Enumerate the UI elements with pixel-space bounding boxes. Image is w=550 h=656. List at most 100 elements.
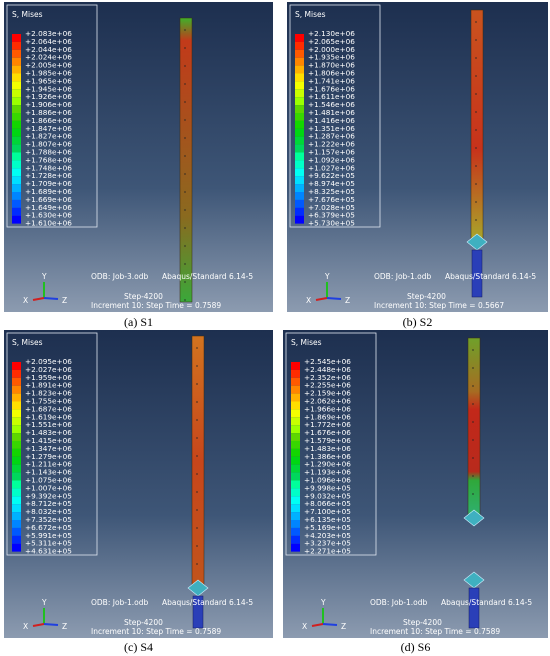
legend-label: +1.649e+06	[25, 203, 72, 212]
legend-band	[291, 472, 300, 481]
legend-label: +1.869e+06	[304, 412, 351, 421]
step: Step-4200	[407, 292, 446, 301]
legend-label: +1.386e+06	[304, 452, 351, 461]
legend-label: +7.100e+05	[304, 507, 351, 516]
legend-label: +2.255e+06	[304, 381, 351, 390]
triad-z	[43, 297, 59, 300]
legend-band	[12, 401, 21, 410]
step: Step-4200	[403, 618, 442, 627]
legend-label: +1.007e+06	[25, 483, 72, 492]
legend-label: +8.032e+05	[25, 507, 72, 516]
legend-label: +1.546e+06	[308, 100, 355, 109]
legend-band	[295, 144, 304, 153]
legend-band	[12, 128, 21, 137]
legend-band	[295, 176, 304, 185]
triad-x	[32, 623, 45, 627]
legend-label: +1.891e+06	[25, 381, 72, 390]
legend-label: +1.823e+06	[25, 389, 72, 398]
legend-label: +2.271e+05	[304, 547, 351, 556]
legend-band	[291, 527, 300, 536]
triad-label: X	[306, 296, 311, 305]
legend-band	[295, 160, 304, 169]
legend-label: +1.222e+06	[308, 140, 355, 149]
legend-label: +1.985e+06	[25, 69, 72, 78]
legend-band	[295, 41, 304, 50]
legend-label: +1.287e+06	[308, 132, 355, 141]
legend-label: +1.926e+06	[25, 92, 72, 101]
legend-band	[12, 152, 21, 161]
legend-band	[12, 73, 21, 82]
caption: (d) S6	[401, 640, 431, 654]
legend-band	[12, 456, 21, 465]
legend-band	[291, 456, 300, 465]
legend-title: S, Mises	[295, 10, 326, 19]
legend-band	[295, 113, 304, 121]
triad-label: Z	[345, 296, 350, 305]
panel: S, Mises+2.095e+06+2.027e+06+1.959e+06+1…	[4, 330, 273, 638]
step: Step-4200	[124, 292, 163, 301]
step: Step-4200	[124, 618, 163, 627]
legend-label: +1.806e+06	[308, 69, 355, 78]
legend-band	[12, 464, 21, 473]
legend-band	[291, 543, 300, 552]
legend-label: +9.998e+05	[304, 483, 351, 492]
legend-band	[295, 168, 304, 177]
odb-name: ODB: Job-1.odb	[374, 272, 432, 281]
column-lower	[192, 595, 204, 629]
legend-label: +2.064e+06	[25, 37, 72, 46]
legend-band	[12, 496, 21, 505]
legend-band	[12, 34, 21, 42]
legend-label: +1.551e+06	[25, 420, 72, 429]
legend-label: +1.579e+06	[304, 436, 351, 445]
legend-band	[12, 369, 21, 378]
legend-band	[295, 215, 304, 224]
legend-band	[12, 144, 21, 153]
legend-label: +1.827e+06	[25, 132, 72, 141]
legend-label: +1.351e+06	[308, 124, 355, 133]
triad-label: Z	[62, 296, 67, 305]
legend-band	[12, 113, 21, 121]
legend-label: +1.728e+06	[25, 171, 72, 180]
legend-label: +1.619e+06	[25, 412, 72, 421]
legend-label: +1.347e+06	[25, 444, 72, 453]
legend-label: +1.193e+06	[304, 468, 351, 477]
legend-label: +3.237e+05	[304, 539, 351, 548]
legend-label: +1.772e+06	[304, 420, 351, 429]
legend-label: +6.672e+05	[25, 523, 72, 532]
triad-x	[311, 623, 324, 627]
legend-band	[295, 34, 304, 42]
legend-band	[295, 105, 304, 113]
panel: S, Mises+2.545e+06+2.448e+06+2.352e+06+2…	[283, 330, 548, 638]
legend-band	[12, 433, 21, 441]
legend-band	[295, 65, 304, 74]
caption: (a) S1	[124, 315, 153, 329]
legend-label: +1.870e+06	[308, 61, 355, 70]
viewport-background	[283, 330, 548, 638]
legend-band	[295, 57, 304, 66]
legend-band	[12, 57, 21, 66]
legend-label: +1.788e+06	[25, 148, 72, 157]
legend-band	[291, 362, 300, 370]
legend-title: S, Mises	[12, 10, 43, 19]
odb-name: ODB: Job-1.odb	[370, 598, 428, 607]
legend-box	[6, 332, 98, 556]
legend-label: +8.712e+05	[25, 499, 72, 508]
legend-band	[12, 535, 21, 544]
increment: Increment 10: Step Time = 0.5667	[374, 301, 504, 310]
legend-band	[12, 448, 21, 457]
legend-label: +1.096e+06	[304, 476, 351, 485]
legend-band	[291, 504, 300, 513]
column-lower	[471, 249, 483, 298]
increment: Increment 10: Step Time = 0.7589	[370, 627, 500, 636]
legend-band	[12, 136, 21, 145]
legend-label: +1.689e+06	[25, 187, 72, 196]
legend-label: +2.024e+06	[25, 53, 72, 62]
legend-label: +1.416e+06	[308, 116, 355, 125]
legend-band	[12, 97, 21, 106]
legend-label: +1.290e+06	[304, 460, 351, 469]
legend-band	[12, 199, 21, 208]
legend-band	[291, 512, 300, 520]
legend-label: +1.847e+06	[25, 124, 72, 133]
legend-label: +2.083e+06	[25, 29, 72, 38]
legend-band	[12, 543, 21, 552]
